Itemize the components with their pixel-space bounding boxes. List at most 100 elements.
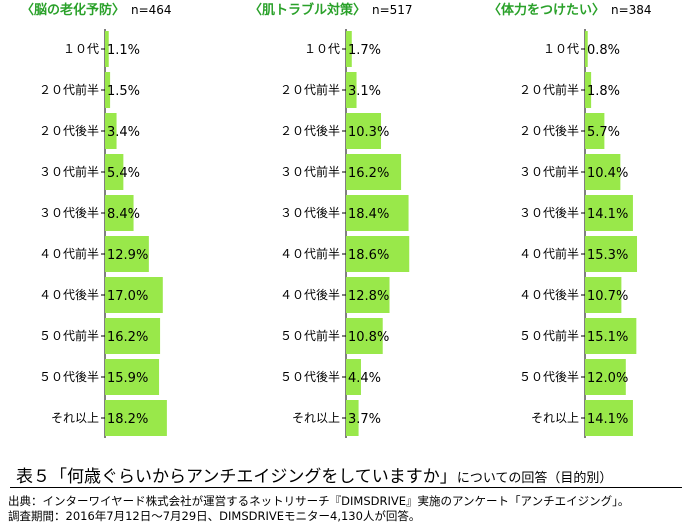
panel-2-category-label: ４０代後半: [280, 288, 340, 302]
panel-1-value-label: 5.4%: [107, 166, 140, 181]
panel-3-bar: [585, 236, 638, 272]
panel-1-value-label: 1.1%: [107, 43, 140, 58]
panel-1-value-label: 18.2%: [107, 412, 148, 427]
panel-2-category-label: ２０代後半: [280, 124, 340, 138]
panel-2-category-label: ５０代後半: [280, 370, 340, 384]
panel-1-bar: [105, 277, 163, 313]
panel-2-category-label: ２０代前半: [280, 82, 340, 97]
panel-3-bar: [585, 400, 633, 436]
panel-2-value-label: 10.8%: [348, 330, 389, 345]
panel-3-value-label: 12.0%: [587, 371, 628, 386]
panel-2-title: 〈肌トラブル対策〉: [249, 2, 366, 18]
panel-2-category-label: ５０代前半: [280, 328, 340, 343]
panel-1-value-label: 16.2%: [107, 330, 148, 345]
panel-2-value-label: 18.6%: [348, 248, 389, 263]
panel-1-value-label: 12.9%: [107, 248, 148, 263]
chart-area: 〈脳の老化予防〉 n=464 １０代 1.1% ２０代前半 1.5% ２０代後半 3.4% ３０…: [21, 2, 652, 438]
figure-caption: 表５「何歳ぐらいからアンチエイジングをしていますか」についての回答（目的別）: [16, 462, 686, 487]
panel-2-value-label: 10.3%: [348, 125, 389, 140]
panel-2-bar: [346, 277, 390, 313]
panel-1-title: 〈脳の老化予防〉: [21, 2, 125, 18]
panel-1-bar: [105, 72, 111, 108]
panel-2-value-label: 16.2%: [348, 166, 389, 181]
panel-1-value-label: 1.5%: [107, 84, 140, 99]
panel-1-bar: [105, 359, 160, 395]
panel-1-value-label: 3.4%: [107, 125, 140, 140]
panel-1-bar: [105, 113, 117, 149]
panel-3-category-label: ４０代後半: [519, 288, 579, 302]
panel-3-category-label: それ以上: [531, 411, 579, 425]
panel-2-category-label: ３０代後半: [280, 206, 340, 220]
caption-main: 表５「何歳ぐらいからアンチエイジングをしていますか」: [16, 467, 457, 487]
panel-3-category-label: ２０代前半: [519, 82, 579, 97]
panel-2-value-label: 3.1%: [348, 84, 381, 99]
panel-1-category-label: ４０代後半: [39, 288, 99, 302]
panel-3-bar: [585, 318, 637, 354]
panel-1-value-label: 15.9%: [107, 371, 148, 386]
panel-2-category-label: ４０代前半: [280, 246, 340, 261]
panel-2-bar: [346, 400, 359, 436]
panel-1-category-label: １０代: [63, 42, 99, 56]
panel-3-category-label: ２０代後半: [519, 124, 579, 138]
panel-1-n-label: n=464: [131, 3, 172, 17]
panel-2-bar: [346, 31, 352, 67]
panel-3-value-label: 14.1%: [587, 207, 628, 222]
panel-2-value-label: 18.4%: [348, 207, 389, 222]
panel-1-category-label: ４０代前半: [39, 246, 99, 261]
panel-1-category-label: それ以上: [51, 411, 99, 425]
panel-3-value-label: 14.1%: [587, 412, 628, 427]
panel-3-category-label: ３０代後半: [519, 206, 579, 220]
panel-3-bar: [585, 359, 626, 395]
panel-3-bar: [585, 113, 605, 149]
panel-3-bar: [585, 72, 592, 108]
panel-2-bar: [346, 195, 409, 231]
panel-3-category-label: ５０代前半: [519, 328, 579, 343]
panel-2-bar: [346, 154, 402, 190]
panel-1-category-label: ３０代前半: [39, 164, 99, 179]
panel-3-category-label: １０代: [543, 42, 579, 56]
panel-3-category-label: ５０代後半: [519, 370, 579, 384]
panel-2-value-label: 4.4%: [348, 371, 381, 386]
panel-1-category-label: ３０代後半: [39, 206, 99, 220]
caption-rule: [10, 487, 682, 488]
panel-1-bar: [105, 31, 109, 67]
panel-1-category-label: ５０代前半: [39, 328, 99, 343]
panel-3-value-label: 10.4%: [587, 166, 628, 181]
panel-3-title: 〈体力をつけたい〉: [488, 2, 605, 18]
source-line-2: 調査期間：2016年7月12日～7月29日、DIMSDRIVEモニター4,130…: [8, 509, 421, 523]
panel-2-value-label: 1.7%: [348, 43, 381, 58]
panel-2-value-label: 12.8%: [348, 289, 389, 304]
panel-1-bar: [105, 236, 149, 272]
panel-3-value-label: 15.1%: [587, 330, 628, 345]
panel-1-category-label: ５０代後半: [39, 370, 99, 384]
panel-3-bar: [585, 154, 621, 190]
panel-2-bar: [346, 318, 383, 354]
caption-sub: についての回答（目的別）: [456, 471, 613, 486]
panel-2-bar: [346, 359, 361, 395]
panel-2-category-label: １０代: [304, 42, 340, 56]
panel-2-value-label: 3.7%: [348, 412, 381, 427]
panel-3-n-label: n=384: [611, 3, 652, 17]
panel-1-bar: [105, 400, 167, 436]
panel-3-value-label: 15.3%: [587, 248, 628, 263]
source-note: 出典：インターワイヤード株式会社が運営するネットリサーチ『DIMSDRIVE』実…: [8, 494, 688, 524]
panel-2-n-label: n=517: [372, 3, 413, 17]
panel-3-value-label: 0.8%: [587, 43, 620, 58]
panel-2-bar: [346, 113, 382, 149]
panel-3-value-label: 1.8%: [587, 84, 620, 99]
source-line-1: 出典：インターワイヤード株式会社が運営するネットリサーチ『DIMSDRIVE』実…: [8, 494, 630, 508]
panel-3-bar: [585, 31, 588, 67]
panel-1-category-label: ２０代後半: [39, 124, 99, 138]
panel-3-category-label: ４０代前半: [519, 246, 579, 261]
panel-1-value-label: 17.0%: [107, 289, 148, 304]
panel-3-value-label: 5.7%: [587, 125, 620, 140]
panel-1-value-label: 8.4%: [107, 207, 140, 222]
panel-1-bar: [105, 195, 134, 231]
panel-2-bar: [346, 236, 410, 272]
panel-1-bar: [105, 318, 161, 354]
panel-2-category-label: それ以上: [292, 411, 340, 425]
panel-1-category-label: ２０代前半: [39, 82, 99, 97]
panel-3-category-label: ３０代前半: [519, 164, 579, 179]
panel-1-bar: [105, 154, 124, 190]
panel-3-value-label: 10.7%: [587, 289, 628, 304]
